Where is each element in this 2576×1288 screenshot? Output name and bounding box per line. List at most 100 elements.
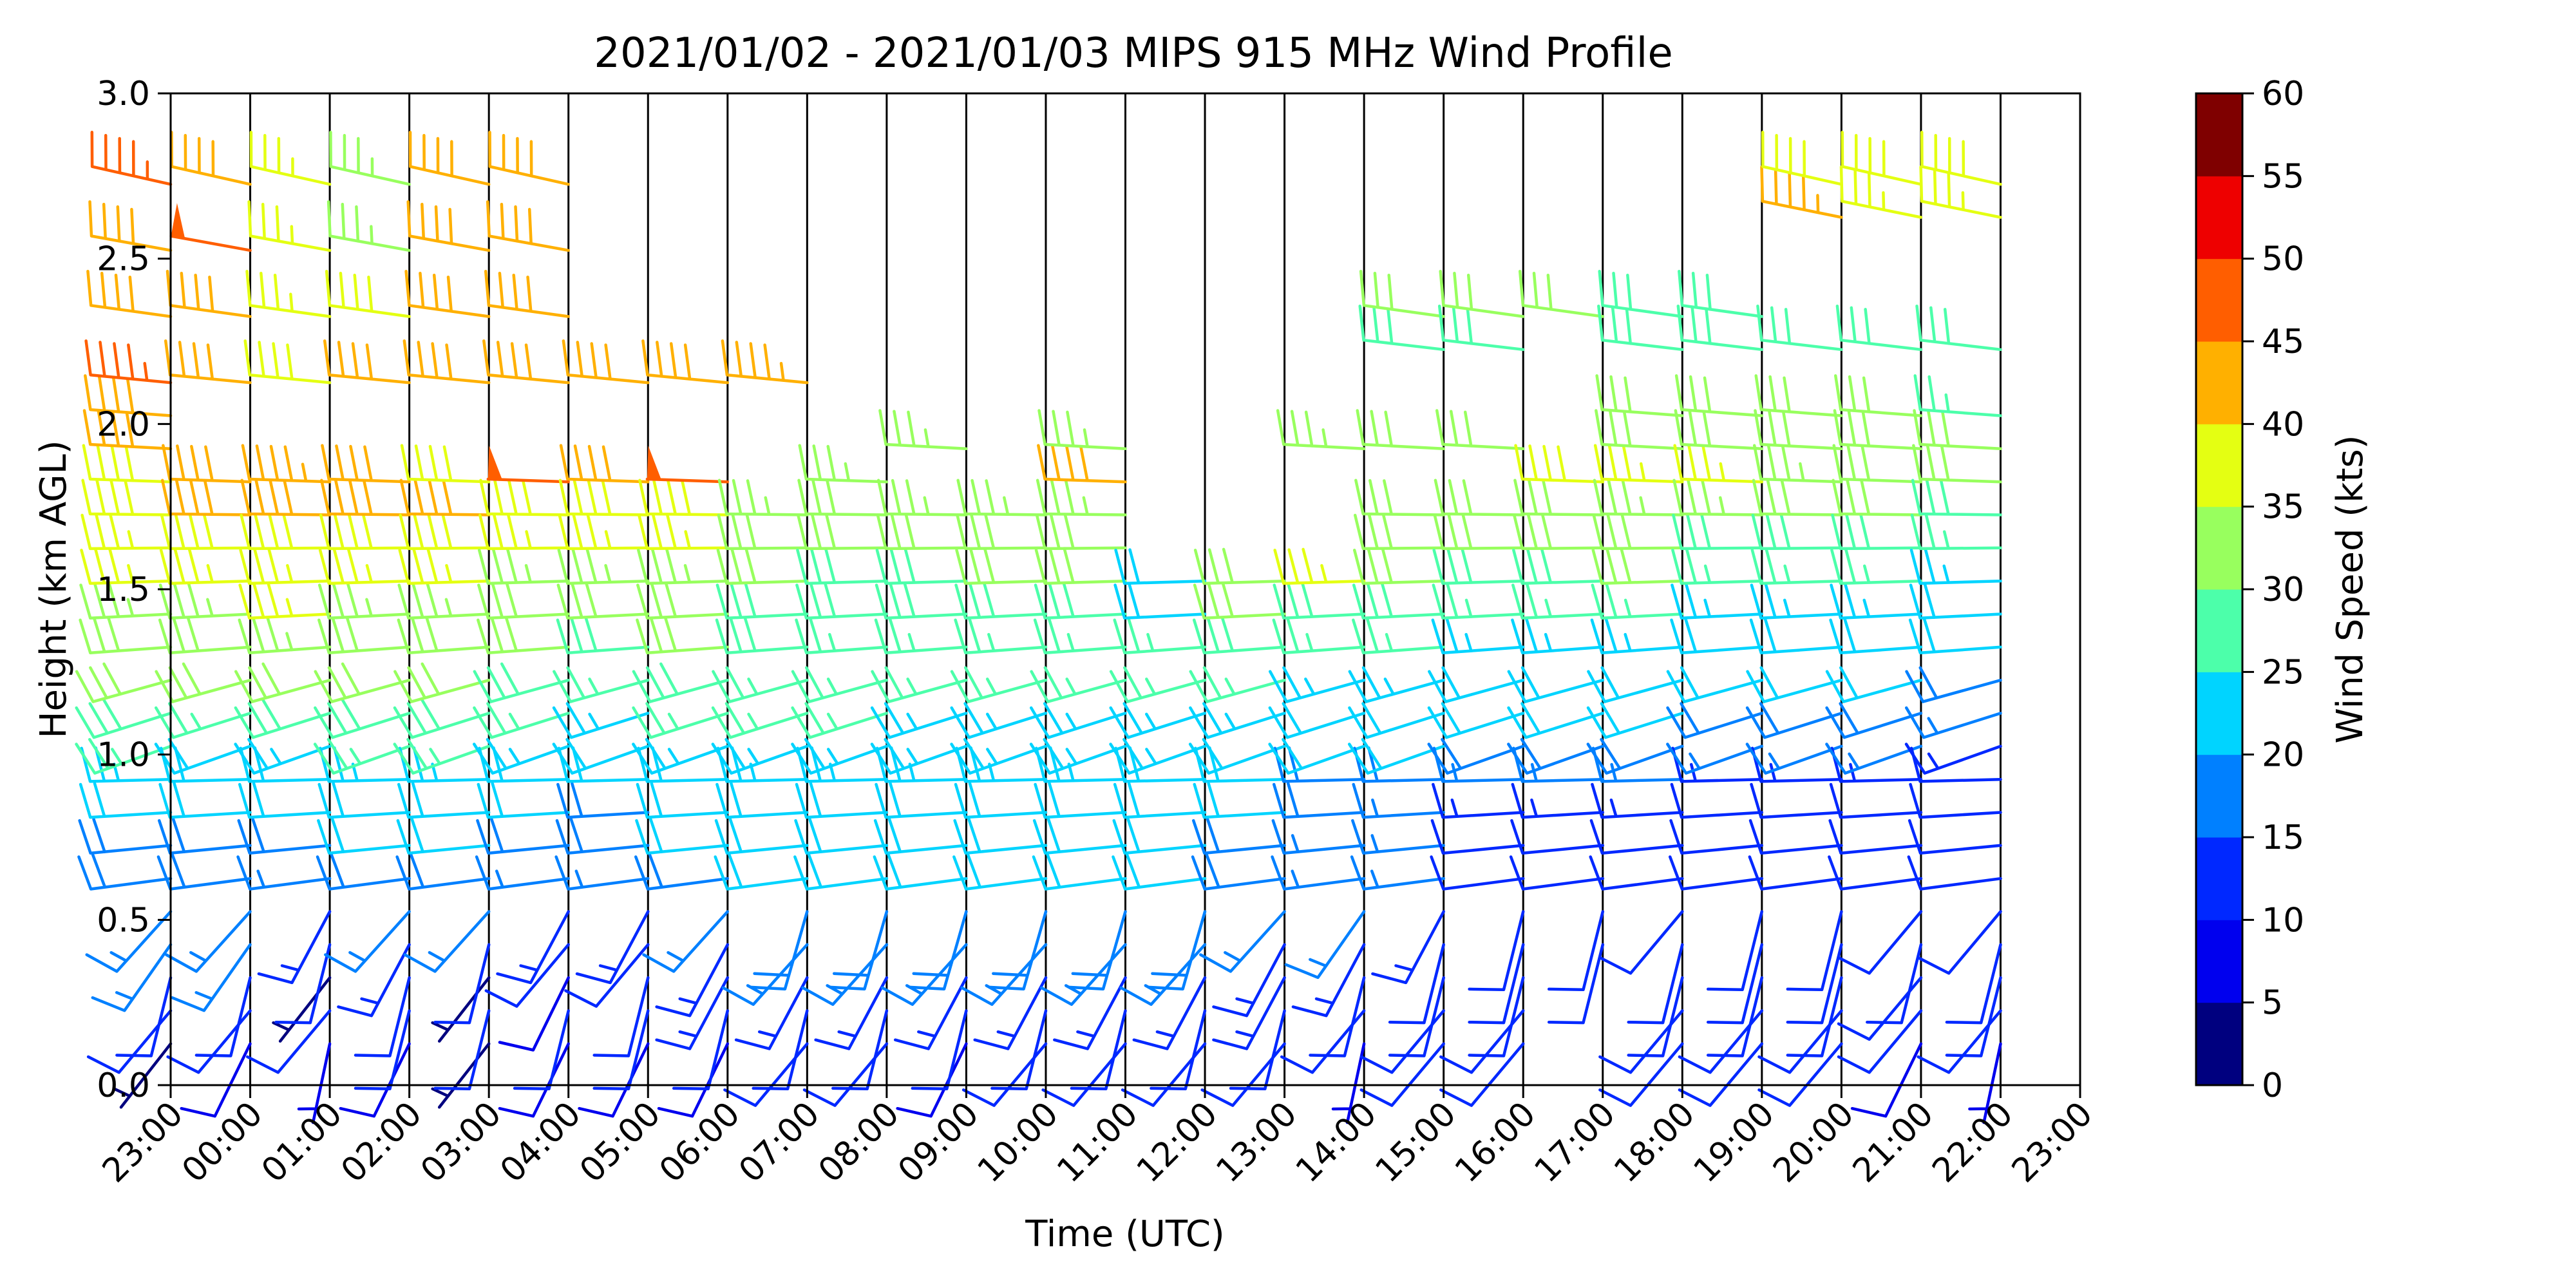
wind-barb <box>592 976 650 1057</box>
wind-barb <box>1354 478 1445 516</box>
wind-barb <box>320 478 411 516</box>
colorbar-label: Wind Speed (kts) <box>2329 435 2371 743</box>
wind-barb <box>1670 782 1764 819</box>
wind-barb <box>478 513 570 551</box>
wind-barb <box>908 910 968 990</box>
wind-barb <box>876 513 968 551</box>
wind-barb <box>1749 617 1843 655</box>
wind-barb <box>1351 819 1445 855</box>
wind-barb <box>876 478 968 516</box>
wind-barb <box>552 737 650 775</box>
wind-barb <box>79 616 173 655</box>
wind-barb <box>987 910 1048 990</box>
wind-barb <box>655 943 730 1018</box>
wind-barb <box>314 662 411 703</box>
wind-barb <box>556 616 650 655</box>
wind-barb <box>1678 1042 1764 1107</box>
wind-barb <box>403 910 491 973</box>
wind-barb <box>1760 165 1843 219</box>
wind-barb <box>1113 583 1207 620</box>
wind-barb <box>1671 548 1764 585</box>
barb-column <box>1347 269 1445 1107</box>
wind-barb <box>234 697 332 739</box>
wind-barb <box>1589 819 1684 855</box>
colorbar-tick-label: 15 <box>2262 819 2304 857</box>
colorbar: 0 5 10 15 20 25 30 35 40 45 50 55 60 <box>2195 75 2304 1105</box>
wind-barb <box>1309 976 1366 1057</box>
wind-barb <box>717 478 809 516</box>
wind-barb <box>1945 943 2002 1025</box>
wind-barb <box>1113 782 1207 819</box>
wind-barb <box>1591 547 1684 585</box>
wind-barb <box>642 910 730 973</box>
wind-barb <box>166 269 252 318</box>
wind-barb <box>319 513 411 551</box>
wind-barb <box>1121 1042 1207 1107</box>
barb-column <box>632 339 730 1118</box>
wind-barb <box>86 269 173 318</box>
wind-barb <box>558 478 650 516</box>
wind-barb <box>1034 547 1127 585</box>
wind-barb <box>553 666 650 703</box>
wind-barb <box>297 1042 332 1124</box>
wind-barb <box>1831 513 1923 551</box>
wind-barb <box>1291 943 1366 1018</box>
wind-barb <box>1672 478 1764 516</box>
wind-barb <box>88 200 173 252</box>
wind-barb <box>1830 583 1923 620</box>
wind-barb <box>472 737 570 775</box>
wind-barb <box>716 547 809 585</box>
wind-barb <box>1829 617 1923 655</box>
wind-barb <box>1671 583 1764 620</box>
wind-barb <box>162 444 252 484</box>
wind-barb <box>953 817 1048 855</box>
wind-barb <box>1193 782 1286 819</box>
wind-barb <box>791 666 889 703</box>
wind-barb <box>313 737 411 775</box>
wind-barb <box>1033 617 1127 655</box>
wind-barb <box>433 943 491 1025</box>
wind-barb <box>828 910 889 990</box>
wind-barb <box>1358 304 1445 352</box>
wind-barb <box>1586 737 1684 775</box>
wind-barb <box>160 478 252 516</box>
wind-barb <box>1192 616 1286 655</box>
wind-barb <box>433 1009 491 1091</box>
wind-barb <box>477 616 570 655</box>
wind-barb <box>1706 910 1764 992</box>
wind-barb <box>1593 444 1684 484</box>
wind-barb <box>1678 1009 1764 1074</box>
wind-barb <box>236 855 332 891</box>
wind-barb <box>1468 976 1525 1057</box>
wind-barb <box>1030 666 1127 703</box>
wind-barb <box>798 444 889 484</box>
wind-barb <box>559 444 650 484</box>
colorbar-band <box>2196 754 2242 838</box>
colorbar-tick-label: 45 <box>2262 323 2304 361</box>
wind-barb <box>513 1009 570 1091</box>
hour-grid-lines <box>249 93 2002 1085</box>
wind-barb <box>486 200 570 252</box>
wind-barb <box>488 131 570 186</box>
wind-barb <box>794 817 889 855</box>
wind-barb <box>1150 1009 1207 1091</box>
wind-barb <box>632 737 730 775</box>
wind-barb <box>873 853 968 891</box>
wind-barb <box>871 666 968 703</box>
wind-barb <box>1112 853 1207 891</box>
wind-barb <box>721 339 809 384</box>
wind-barb <box>317 782 411 819</box>
barb-column <box>1029 409 1127 1107</box>
wind-barb <box>796 547 889 585</box>
wind-barb <box>1511 617 1605 655</box>
wind-barb <box>408 131 491 186</box>
wind-barb <box>477 547 570 585</box>
wind-barb <box>240 513 332 551</box>
wind-barb <box>477 782 570 819</box>
wind-barb <box>1748 819 1843 855</box>
colorbar-band <box>2196 176 2242 260</box>
wind-barb <box>77 853 173 891</box>
wind-barb <box>1427 702 1525 739</box>
colorbar-band <box>2196 506 2242 590</box>
wind-barb <box>1109 737 1207 775</box>
